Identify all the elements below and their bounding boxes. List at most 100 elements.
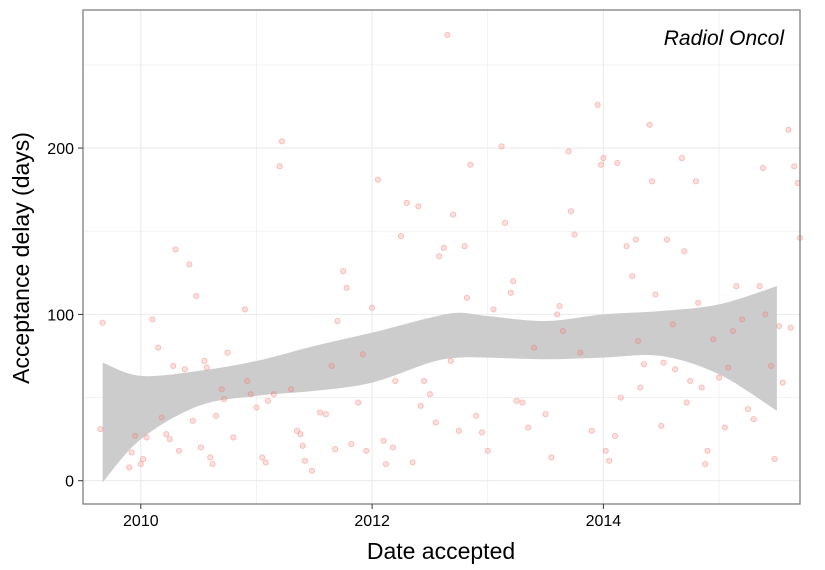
data-point (660, 359, 667, 366)
data-point (556, 303, 563, 310)
data-point (602, 447, 609, 454)
data-point (270, 391, 277, 398)
data-point (744, 406, 752, 413)
data-point (525, 424, 532, 431)
data-point (672, 366, 679, 373)
data-point (149, 316, 156, 323)
data-point (606, 457, 613, 464)
data-point (678, 154, 686, 162)
data-point (450, 211, 457, 218)
data-point (278, 138, 285, 145)
panel-border (82, 9, 801, 505)
data-point (710, 336, 717, 343)
data-point (759, 164, 767, 172)
data-point (374, 176, 381, 183)
data-point (262, 459, 269, 466)
data-point (768, 362, 775, 369)
data-point (359, 351, 366, 358)
data-point (695, 299, 702, 306)
data-point (308, 467, 316, 474)
data-point (207, 454, 214, 461)
data-point (166, 436, 173, 443)
data-point (687, 377, 694, 384)
data-point (692, 178, 699, 185)
data-point (299, 442, 306, 449)
data-point (276, 163, 283, 170)
data-point (203, 364, 210, 371)
data-point (380, 437, 387, 444)
data-point (455, 427, 462, 434)
data-point (617, 394, 624, 401)
data-point (389, 444, 396, 451)
data-point (632, 236, 639, 243)
data-point (756, 283, 763, 290)
data-point (478, 429, 486, 436)
data-point (409, 459, 416, 466)
data-point (721, 424, 728, 431)
data-point (417, 402, 424, 409)
data-point (293, 427, 300, 434)
data-point (230, 434, 237, 441)
data-point (332, 446, 339, 453)
data-point (729, 327, 736, 335)
data-point (221, 396, 228, 403)
data-point (704, 447, 711, 454)
data-point (467, 161, 474, 168)
data-point (490, 306, 497, 313)
data-point (715, 374, 723, 381)
data-point (355, 399, 362, 406)
data-point (635, 337, 642, 345)
data-point (421, 377, 428, 384)
axes: 2010 2012 2014 0 100 200 (47, 141, 621, 530)
data-point (340, 268, 347, 275)
x-axis-title: Date accepted (367, 538, 515, 564)
data-point (623, 243, 630, 250)
data-point (681, 248, 688, 255)
data-point (519, 399, 526, 406)
data-point (155, 344, 162, 351)
data-point (791, 163, 798, 170)
data-point (224, 349, 231, 356)
data-point (771, 456, 778, 463)
data-point (577, 349, 584, 356)
data-point (297, 431, 304, 438)
data-point (669, 321, 676, 328)
data-point (328, 362, 335, 369)
data-point (143, 434, 150, 441)
data-point (530, 344, 538, 351)
data-point (598, 161, 605, 168)
data-point (739, 316, 746, 323)
data-point (567, 208, 575, 215)
data-point (594, 101, 601, 108)
confidence-ribbon (102, 286, 777, 483)
data-point (733, 283, 740, 290)
data-point (193, 293, 200, 300)
data-point (658, 422, 665, 429)
data-point (322, 411, 329, 418)
data-point (426, 391, 433, 398)
data-point (163, 431, 170, 438)
data-point (698, 384, 705, 391)
data-point (175, 447, 183, 454)
data-point (554, 311, 561, 318)
data-point (463, 294, 470, 301)
data-point (436, 253, 443, 260)
data-point (440, 244, 447, 251)
data-point (513, 397, 520, 404)
data-point (170, 362, 177, 369)
data-point (181, 366, 188, 373)
data-point (247, 391, 254, 398)
data-point (218, 386, 225, 393)
x-tick-label: 2012 (354, 513, 390, 530)
data-point (189, 417, 196, 424)
data-point (785, 126, 792, 133)
data-point (244, 377, 251, 384)
x-tick-label: 2010 (123, 513, 159, 530)
data-point (447, 357, 454, 365)
data-point (565, 148, 572, 155)
data-point (317, 409, 324, 416)
data-point (126, 464, 133, 471)
data-point (663, 236, 671, 243)
data-point (403, 199, 410, 206)
